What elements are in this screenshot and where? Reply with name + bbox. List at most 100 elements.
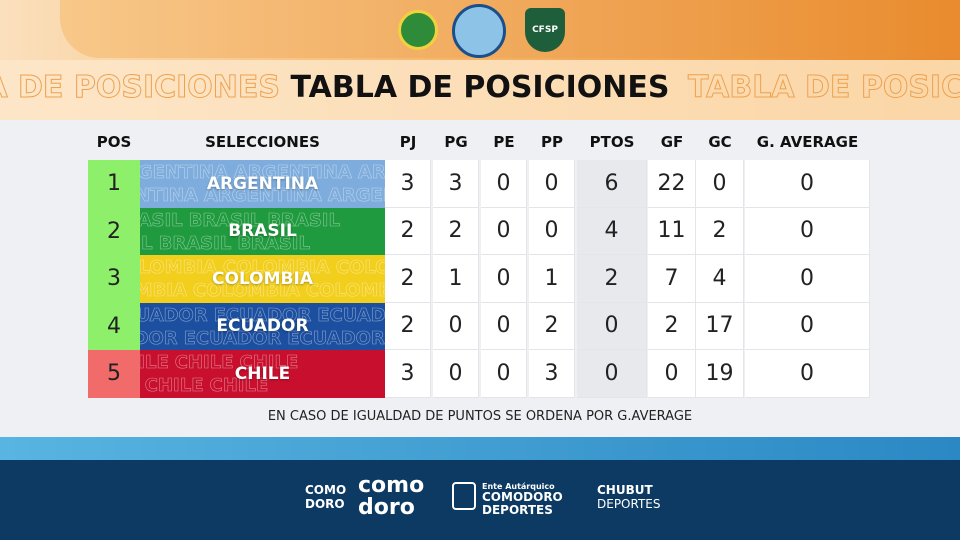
stat: 0 [433, 350, 479, 398]
stat: 17 [696, 302, 744, 350]
team-decoration-word: BRASIL [237, 232, 310, 254]
team-name: COLOMBIA [212, 268, 313, 289]
stat: 3 [529, 350, 575, 398]
top-shape [60, 0, 960, 58]
stat: 2 [385, 255, 431, 303]
sponsor-text: como [358, 473, 425, 498]
stat: 0 [481, 255, 527, 303]
stat: 4 [577, 207, 647, 255]
team-decoration-word: ECUADOR [140, 304, 208, 326]
stat: 2 [385, 302, 431, 350]
team-decoration-word: BRASIL [140, 209, 183, 231]
column-header: PG [444, 133, 468, 151]
team-decoration-word: ECUADOR [183, 327, 282, 349]
stat: 0 [577, 302, 647, 350]
team-decoration-word: ECUADOR [213, 304, 312, 326]
team-cell: ECUADORECUADORECUADORECUADORECUADORECUAD… [140, 302, 385, 350]
stat: 0 [648, 350, 696, 398]
team-cell: ARGENTINAARGENTINAARGENTINAARGENTINAARGE… [140, 160, 385, 208]
team-decoration: ARGENTINAARGENTINAARGENTINA [140, 185, 385, 207]
team-name: BRASIL [228, 221, 297, 242]
stat: 6 [577, 160, 647, 208]
stat: 0 [433, 302, 479, 350]
stat: 0 [529, 160, 575, 208]
team-decoration-word: ARGENTINA [140, 185, 198, 207]
team-decoration: ARGENTINAARGENTINAARGENTINA [140, 162, 385, 184]
team-decoration-word: ARGENTINA [203, 185, 323, 207]
sponsor-text: CHUBUT [597, 483, 653, 497]
title-band [0, 60, 960, 120]
team-decoration-word: ECUADOR [140, 327, 178, 349]
stat: 0 [745, 160, 870, 208]
column-header: PP [541, 133, 563, 151]
sponsor-text: Ente Autárquico [482, 482, 555, 491]
stat: 11 [648, 207, 696, 255]
team-decoration-word: BRASIL [140, 232, 153, 254]
team-decoration-word: COLOMBIA [140, 257, 217, 279]
team-decoration-word: COLOMBIA [192, 280, 301, 302]
team-decoration-word: CHILE [144, 375, 204, 397]
team-decoration-word: ECUADOR [317, 304, 385, 326]
column-header: G. AVERAGE [756, 133, 859, 151]
position: 3 [88, 255, 140, 303]
team-decoration-word: ARGENTINA [233, 162, 353, 184]
stat: 1 [433, 255, 479, 303]
team-decoration-word: CHILE [239, 352, 299, 374]
stat: 22 [648, 160, 696, 208]
title: TABLA DE POSICIONES [290, 70, 670, 105]
stat: 2 [385, 207, 431, 255]
team-decoration-word: BRASIL [158, 232, 232, 254]
team-decoration-word: COLOMBIA [305, 280, 385, 302]
title-decoration: TABLA DE POSICIONES [688, 70, 960, 106]
logo-text: CFSP [525, 8, 565, 52]
team-decoration-word: ARGENTINA [357, 162, 385, 184]
stat: 7 [648, 255, 696, 303]
footer-band [0, 437, 960, 461]
team-decoration-word: CHILE [140, 352, 169, 374]
team-cell: CHILECHILECHILECHILECHILECHILECHILE [140, 350, 385, 398]
team-decoration-word: ARGENTINA [327, 185, 385, 207]
team-cell: BRASILBRASILBRASILBRASILBRASILBRASILBRAS… [140, 207, 385, 255]
stat: 19 [696, 350, 744, 398]
team-decoration-word: COLOMBIA [335, 257, 385, 279]
team-decoration-word: COLOMBIA [222, 257, 331, 279]
stat: 0 [745, 255, 870, 303]
stat: 2 [648, 302, 696, 350]
stat: 2 [529, 302, 575, 350]
title-decoration: TABLA DE POSICIONES [0, 70, 280, 106]
stat: 3 [385, 160, 431, 208]
column-header: GF [660, 133, 684, 151]
team-decoration-word: CHILE [209, 375, 269, 397]
sponsor-text: COMODORO [482, 490, 563, 504]
sponsor-text: DORO [305, 497, 345, 511]
stat: 0 [529, 207, 575, 255]
stat: 2 [433, 207, 479, 255]
team-decoration-word: BRASIL [188, 209, 262, 231]
logo [398, 10, 438, 50]
team-cell: COLOMBIACOLOMBIACOLOMBIACOLOMBIACOLOMBIA… [140, 255, 385, 303]
stat: 2 [696, 207, 744, 255]
stat: 0 [577, 350, 647, 398]
team-name: ARGENTINA [206, 173, 319, 194]
stat: 4 [696, 255, 744, 303]
column-header: PE [493, 133, 515, 151]
position: 5 [88, 350, 140, 398]
stat: 3 [385, 350, 431, 398]
stat: 0 [745, 350, 870, 398]
column-header: PTOS [589, 133, 635, 151]
position: 2 [88, 207, 140, 255]
sponsor-text: DEPORTES [597, 497, 661, 511]
stat: 0 [481, 302, 527, 350]
stat: 3 [433, 160, 479, 208]
column-header: PJ [399, 133, 417, 151]
stat: 1 [529, 255, 575, 303]
team-decoration-word: ECUADOR [287, 327, 385, 349]
team-decoration-word: COLOMBIA [140, 280, 187, 302]
sponsor-text: doro [358, 495, 415, 520]
